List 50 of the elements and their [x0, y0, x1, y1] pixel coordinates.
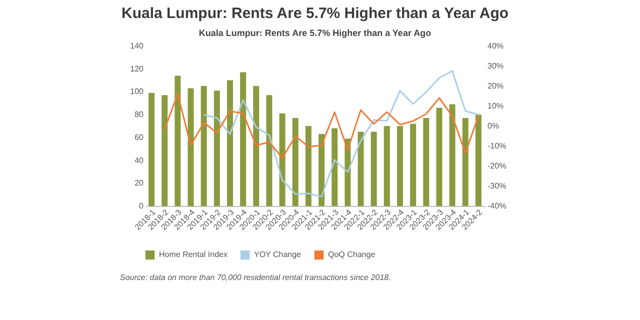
bar: [397, 126, 403, 206]
bar: [462, 118, 468, 206]
y2-tick-label: 20%: [488, 82, 504, 90]
bar: [162, 95, 168, 206]
y2-tick-label: -10%: [488, 142, 506, 150]
y-tick-label: 40: [134, 156, 144, 165]
bar: [266, 95, 272, 206]
legend-label: YOY Change: [254, 250, 302, 260]
source-note: Source: data on more than 70,000 residential rental transactions since 2018.: [120, 273, 391, 282]
bar: [332, 128, 338, 206]
bar: [253, 86, 260, 206]
bar: [279, 113, 286, 206]
y-tick-label: 140: [130, 42, 144, 50]
bar: [292, 118, 298, 206]
y-tick-label: 120: [130, 64, 144, 74]
y-tick-label: 80: [134, 110, 144, 120]
y-tick-label: 60: [134, 132, 144, 142]
legend-label: Home Rental Index: [159, 250, 228, 260]
bar: [358, 132, 364, 206]
bar: [423, 118, 430, 206]
bar: [449, 104, 456, 206]
bar: [214, 90, 220, 206]
y2-tick-label: 30%: [488, 62, 504, 70]
bar: [148, 92, 155, 206]
y2-tick-label: -30%: [488, 182, 506, 190]
bar: [370, 132, 377, 206]
bar: [174, 76, 181, 206]
y-tick-label: 20: [134, 178, 144, 188]
bar: [318, 134, 325, 206]
bar: [188, 88, 194, 206]
chart-title: Kuala Lumpur: Rents Are 5.7% Higher than a Year Ago: [121, 5, 509, 22]
y2-tick-label: 40%: [488, 42, 504, 50]
bar: [410, 124, 416, 206]
bar: [240, 72, 246, 206]
bar: [305, 126, 312, 206]
legend-label: QoQ Change: [328, 250, 376, 260]
bar: [384, 126, 390, 206]
y-tick-label: 100: [130, 87, 144, 96]
y2-tick-label: 10%: [488, 102, 504, 110]
bar: [200, 86, 207, 206]
line-series: [164, 93, 480, 159]
bar: [475, 114, 482, 206]
bar: [227, 80, 233, 206]
y2-tick-label: -20%: [488, 162, 506, 170]
line-series: [203, 70, 480, 198]
y-tick-label: 0: [139, 202, 144, 210]
chart-subtitle: Kuala Lumpur: Rents Are 5.7% Higher than a Year Ago: [198, 28, 432, 38]
y2-tick-label: -40%: [488, 202, 506, 210]
bar: [436, 108, 442, 206]
y2-tick-label: 0%: [488, 122, 500, 130]
